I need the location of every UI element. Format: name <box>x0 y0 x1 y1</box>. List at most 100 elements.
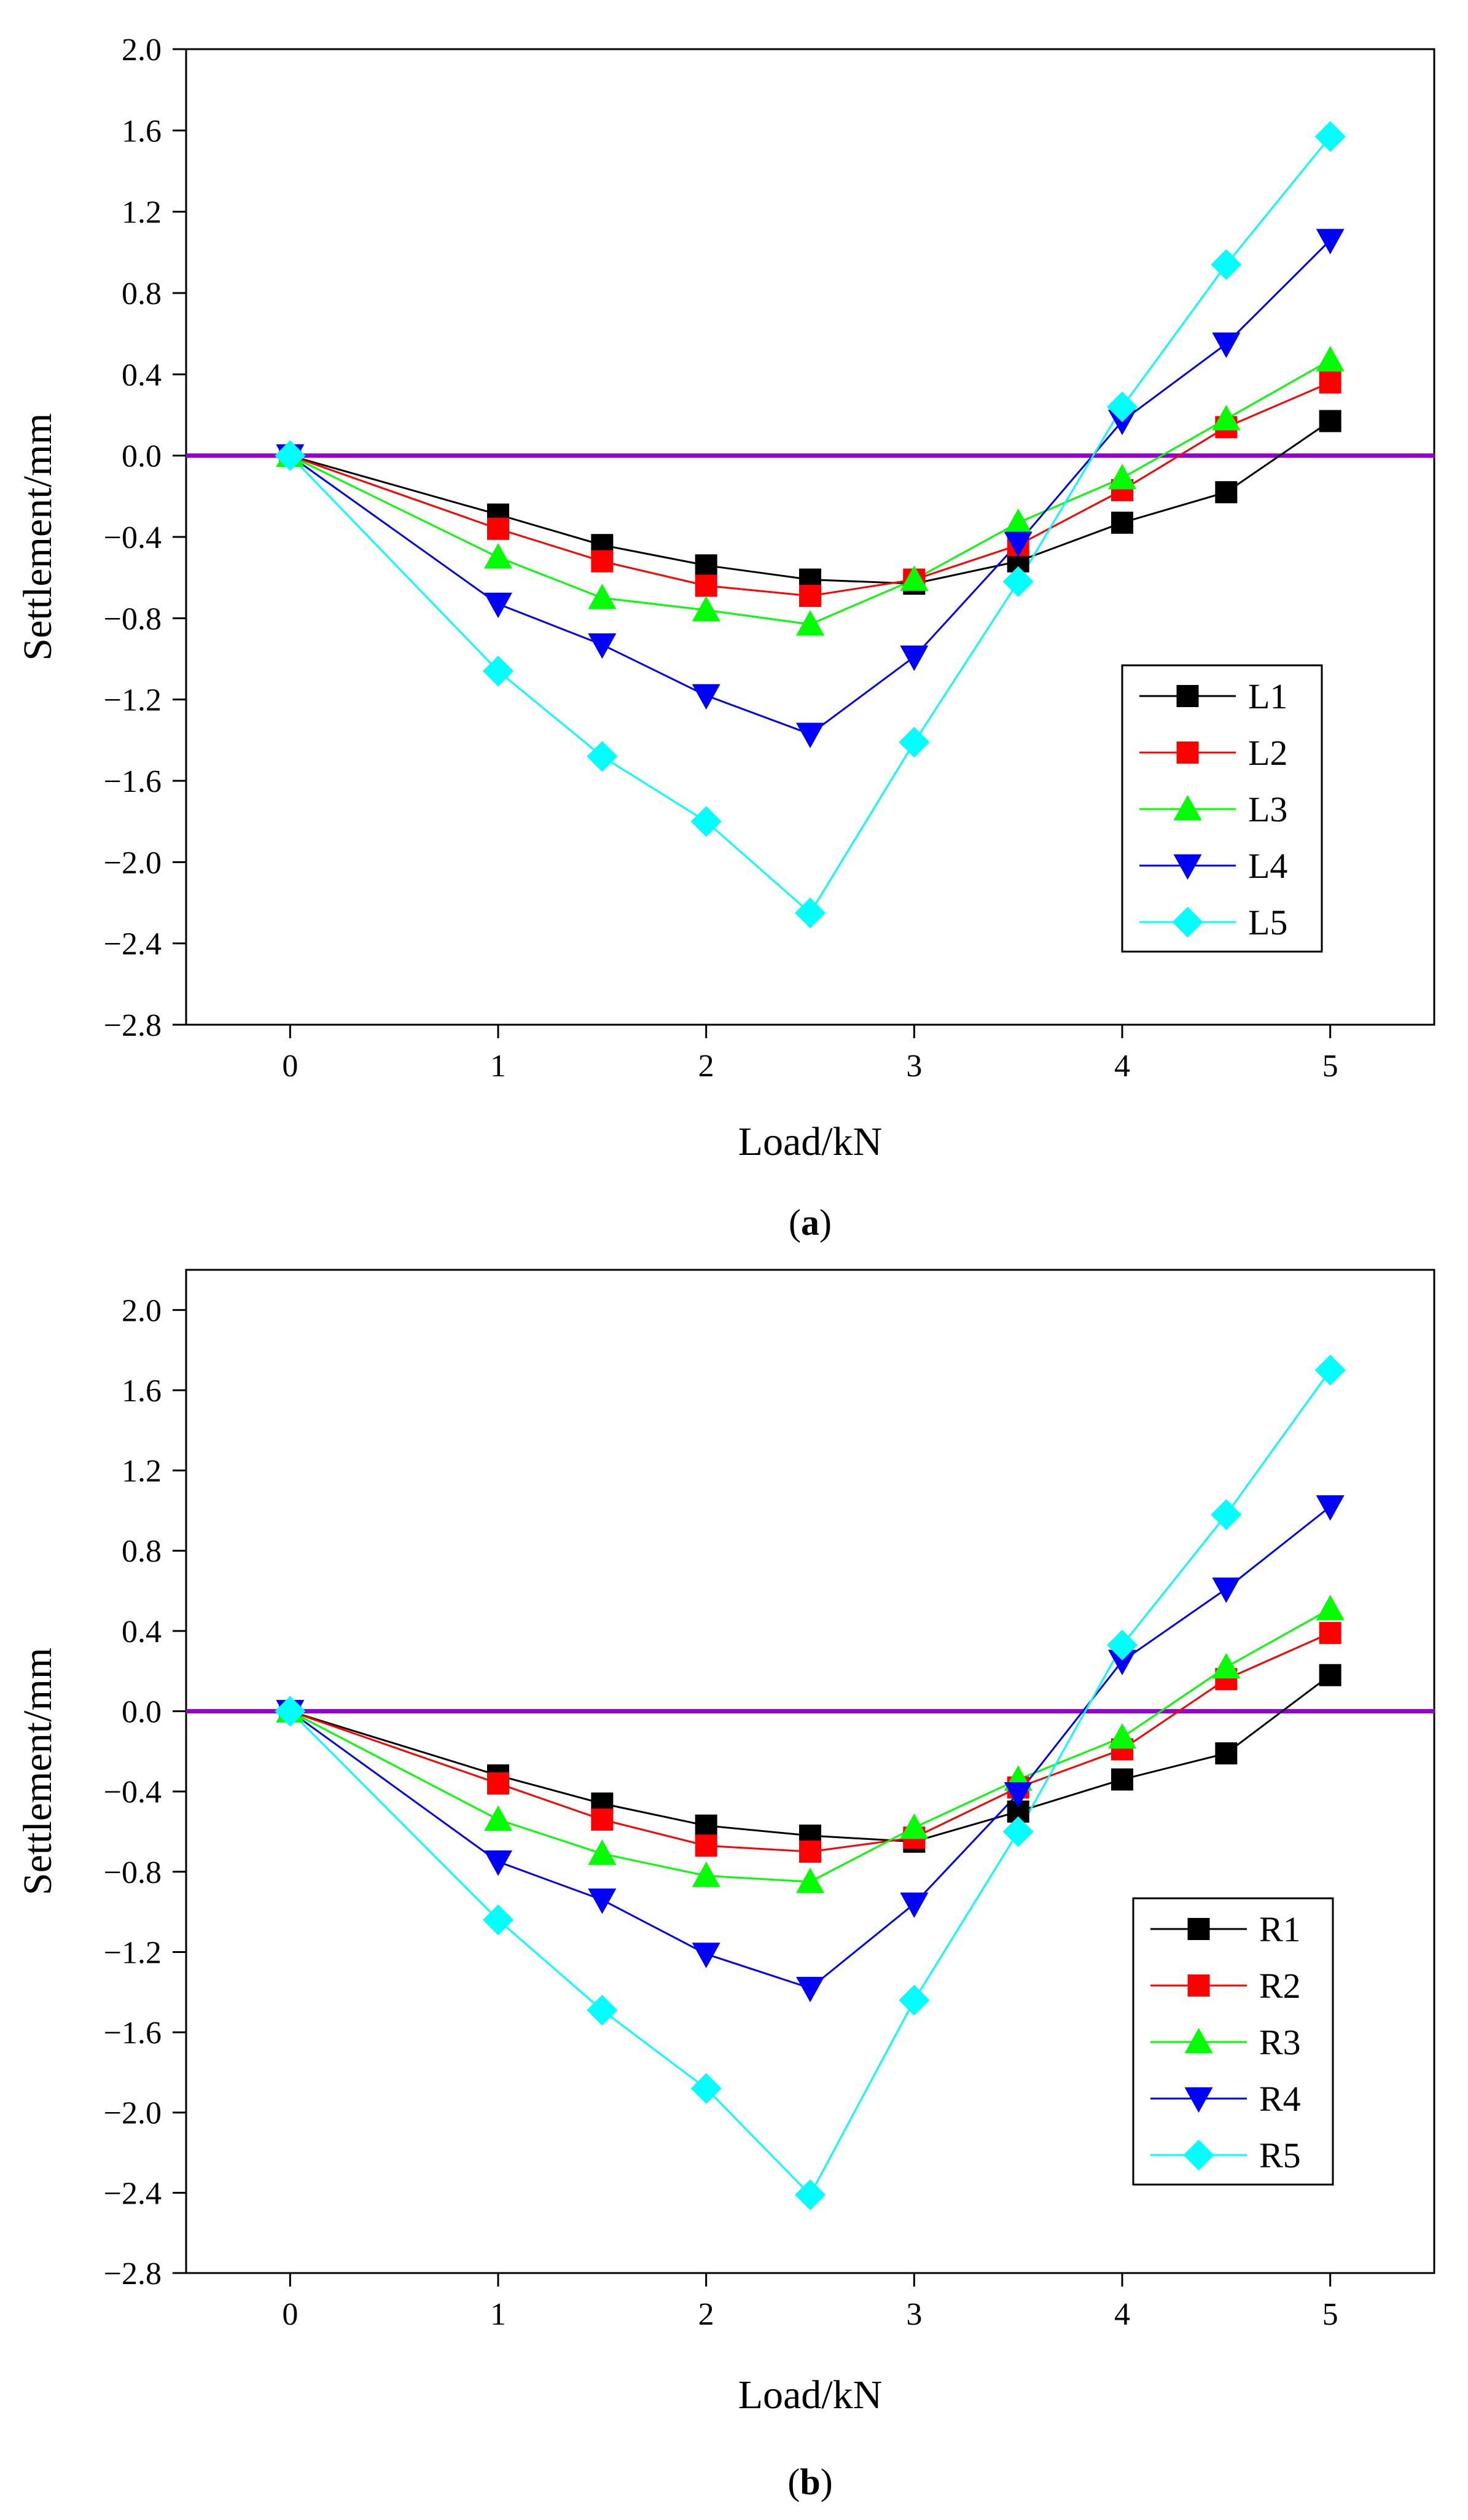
data-point-L3 <box>588 584 617 609</box>
y-axis-title: Settlement/mm <box>15 413 60 660</box>
data-point-L5 <box>1211 249 1242 280</box>
y-tick-label: 2.0 <box>122 33 162 68</box>
series-line-R5 <box>289 1369 1331 2197</box>
y-tick-label: −1.6 <box>104 2016 162 2051</box>
y-tick-label: −2.8 <box>104 2256 162 2291</box>
y-tick-label: 1.6 <box>122 114 162 149</box>
x-tick-label: 1 <box>490 2297 506 2332</box>
y-tick-label: −0.4 <box>104 520 162 555</box>
data-point-R3 <box>484 1805 512 1831</box>
x-tick-label: 4 <box>1114 1049 1130 1084</box>
data-point-L4 <box>692 684 720 710</box>
data-point-L5 <box>483 655 513 687</box>
legend: R1 R2 R3 R4 R5 <box>1132 1897 1334 2186</box>
legend-label-L5: L5 <box>1248 902 1287 942</box>
legend-marker-R2 <box>1187 1974 1210 1997</box>
y-tick-label: 0.8 <box>122 1534 162 1569</box>
figure-caption: (a) <box>789 1202 832 1243</box>
y-tick-label: −1.2 <box>104 683 162 718</box>
y-tick-label: 0.4 <box>122 1614 162 1649</box>
data-point-R2 <box>591 1808 614 1831</box>
y-tick-label: −2.0 <box>104 2096 162 2131</box>
data-point-L1 <box>1111 511 1133 534</box>
data-point-R2 <box>1319 1622 1341 1645</box>
data-point-R5 <box>587 1995 618 2026</box>
chart-b: 0 1 2 3 4 5 −2.8 −2.4 −2.0 −1.6 −1.2 −0.8 −0.4 0.0 0.4… <box>15 1269 1435 2502</box>
series-line-L1 <box>289 420 1331 585</box>
data-point-R4 <box>1108 1649 1136 1675</box>
caption-letter: a <box>801 1202 819 1243</box>
data-point-R3 <box>1212 1653 1241 1679</box>
chart-a: 0 1 2 3 4 5 −2.8 −2.4 −2.0 −1.6 −1.2 −0.8 −0.4 0.0 0.4… <box>15 33 1435 1243</box>
plot-frame <box>185 1269 1435 2274</box>
legend-marker-R3 <box>1184 2028 1213 2054</box>
y-tick-label: 0.4 <box>122 358 162 393</box>
data-point-L4 <box>1316 229 1345 254</box>
x-tick-label: 0 <box>282 1049 298 1084</box>
x-tick-label: 3 <box>906 1049 922 1084</box>
y-tick-label: −1.2 <box>104 1935 162 1970</box>
data-point-L3 <box>1212 405 1241 431</box>
data-point-R5 <box>483 1904 513 1936</box>
x-tick-label: 0 <box>282 2297 298 2332</box>
data-point-R2 <box>695 1834 717 1857</box>
legend-marker-R5 <box>1183 2140 1214 2170</box>
data-point-R3 <box>1108 1723 1136 1749</box>
data-point-L5 <box>275 440 306 471</box>
legend-marker-R4 <box>1184 2087 1213 2113</box>
data-point-L4 <box>484 592 512 619</box>
data-point-R4 <box>1316 1495 1345 1521</box>
y-tick-label: 2.0 <box>122 1293 162 1328</box>
y-axis-title: Settlement/mm <box>15 1648 60 1895</box>
data-point-R5 <box>1002 1816 1034 1847</box>
legend-marker-R1 <box>1187 1918 1210 1940</box>
figure-caption: (b) <box>787 2462 832 2502</box>
y-tick-label: −2.4 <box>104 927 162 962</box>
x-tick-label: 4 <box>1114 2297 1130 2332</box>
data-point-R4 <box>588 1888 617 1914</box>
series-line-R4 <box>289 1506 1331 1989</box>
y-tick-label: −0.8 <box>104 1855 162 1890</box>
data-point-L5 <box>1314 121 1346 152</box>
legend-label-L3: L3 <box>1248 789 1287 829</box>
data-point-L3 <box>692 596 720 622</box>
data-point-L2 <box>487 517 509 540</box>
data-point-L2 <box>799 584 821 607</box>
data-point-R3 <box>692 1861 720 1887</box>
data-point-R5 <box>899 1984 930 2016</box>
y-tick-label: −0.4 <box>104 1775 162 1810</box>
y-tick-label: −0.8 <box>104 601 162 636</box>
series-line-L3 <box>289 359 1331 625</box>
data-point-L4 <box>796 722 824 748</box>
series-line-L5 <box>289 136 1331 915</box>
legend-label-R3: R3 <box>1259 2022 1301 2062</box>
data-point-L4 <box>1212 332 1241 358</box>
x-tick-label: 3 <box>906 2297 922 2332</box>
legend-marker-L4 <box>1173 854 1202 880</box>
data-point-L5 <box>899 727 930 758</box>
x-tick-label: 5 <box>1322 1049 1338 1084</box>
data-point-L4 <box>900 645 929 671</box>
series-line-R3 <box>289 1608 1331 1883</box>
data-point-L3 <box>1316 346 1345 372</box>
data-point-L5 <box>690 806 722 837</box>
legend: L1 L2 L3 L4 L5 <box>1121 664 1323 953</box>
data-point-L1 <box>1319 410 1341 432</box>
data-point-R4 <box>1004 1782 1033 1808</box>
series-line-R1 <box>289 1674 1331 1843</box>
legend-label-R4: R4 <box>1259 2079 1301 2119</box>
caption-letter: b <box>800 2462 820 2502</box>
data-point-R5 <box>690 2073 722 2104</box>
data-point-L3 <box>1004 508 1033 534</box>
data-point-R3 <box>900 1813 929 1839</box>
data-point-R2 <box>799 1841 821 1863</box>
data-point-R5 <box>795 2179 826 2210</box>
data-point-L1 <box>1215 481 1238 504</box>
data-point-R4 <box>796 1976 824 2003</box>
y-tick-label: 0.8 <box>122 276 162 311</box>
legend-label-L2: L2 <box>1248 733 1287 773</box>
legend-label-L4: L4 <box>1248 846 1287 886</box>
data-point-L5 <box>795 898 826 929</box>
data-point-R1 <box>695 1814 717 1837</box>
